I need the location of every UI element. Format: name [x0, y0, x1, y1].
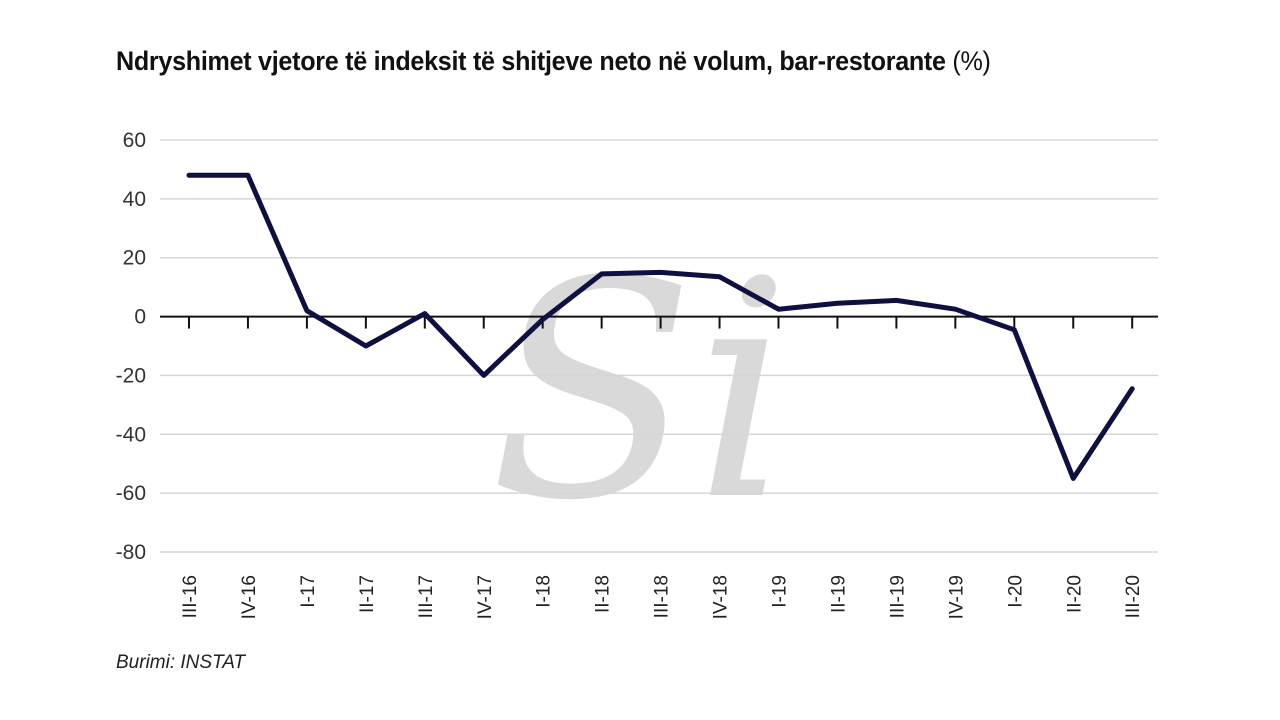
chart-title-text: Ndryshimet vjetore të indeksit të shitje… [116, 46, 946, 76]
source-note: Burimi: INSTAT [116, 652, 246, 673]
series-line [186, 172, 1135, 481]
series-layer [186, 172, 1135, 481]
x-tick-label: III-20 [1123, 575, 1144, 618]
chart-title-unit: (%) [952, 46, 991, 76]
y-tick-label: -20 [116, 364, 146, 387]
x-tick-label: I-19 [770, 575, 791, 608]
x-tick-label: II-17 [357, 575, 378, 613]
y-tick-label: 20 [123, 247, 146, 270]
y-tick-label: -80 [116, 541, 146, 564]
x-tick-label: I-20 [1005, 575, 1026, 608]
x-tick-label: II-18 [593, 575, 614, 613]
x-tick-label: IV-18 [711, 575, 732, 619]
y-tick-label: 0 [134, 306, 146, 329]
x-tick-label: II-20 [1064, 575, 1085, 613]
y-tick-label: 60 [123, 129, 146, 152]
chart-title: Ndryshimet vjetore të indeksit të shitje… [116, 46, 991, 77]
x-tick-label: III-16 [180, 575, 201, 618]
x-tick-label: III-18 [652, 575, 673, 618]
watermark-logo: Si [489, 217, 790, 566]
y-tick-label: 40 [123, 188, 146, 211]
x-tick-label: IV-19 [946, 575, 967, 619]
x-tick-label: IV-17 [475, 575, 496, 619]
x-tick-label: III-17 [416, 575, 437, 618]
x-tick-label: I-17 [298, 575, 319, 608]
x-tick-label: IV-16 [239, 575, 260, 619]
grid-lines [160, 139, 1158, 553]
x-tick-label: II-19 [828, 575, 849, 613]
y-axis-ticks: 60 40 20 0 -20 -40 -60 -80 [116, 129, 146, 564]
x-tick-label: III-19 [887, 575, 908, 618]
y-tick-label: -60 [116, 482, 146, 505]
x-axis-ticks: III-16 IV-16 I-17 II-17 III-17 IV-17 I-18 II-18… [180, 316, 1144, 619]
x-tick-label: I-18 [534, 575, 555, 608]
y-tick-label: -40 [116, 423, 146, 446]
